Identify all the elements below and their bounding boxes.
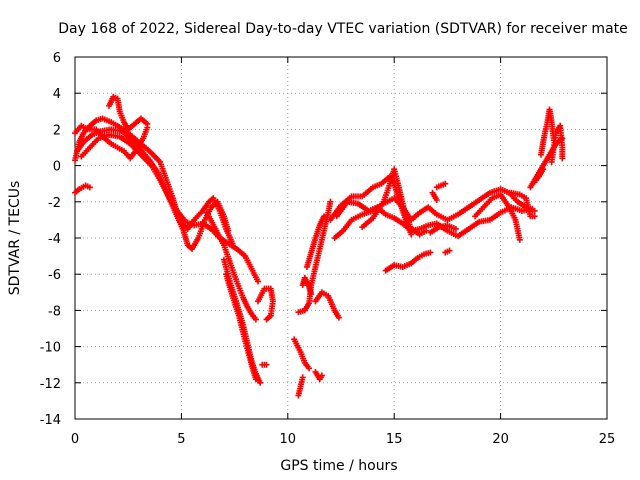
y-tick-label: 4 [53, 87, 61, 102]
y-tick-label: 2 [53, 123, 61, 138]
data-point [86, 184, 93, 191]
data-point [335, 314, 342, 321]
data-point [327, 198, 334, 205]
y-tick-label: -6 [48, 268, 61, 283]
y-tick-label: -10 [40, 341, 61, 356]
data-point [144, 120, 151, 127]
data-point [252, 376, 259, 383]
data-point [257, 379, 264, 386]
data-point [263, 361, 270, 368]
data-point [320, 213, 327, 220]
data-point [299, 374, 306, 381]
data-point [423, 227, 430, 234]
data-point [225, 227, 232, 234]
x-tick-label: 20 [492, 432, 509, 447]
y-tick-label: -2 [48, 196, 61, 211]
y-tick-label: -4 [48, 232, 61, 247]
data-point [427, 249, 434, 256]
data-point [446, 247, 453, 254]
y-axis-label: SDTVAR / TECUs [7, 181, 23, 296]
x-axis-label: GPS time / hours [280, 458, 397, 474]
data-point [442, 180, 449, 187]
y-tick-label: -8 [48, 304, 61, 319]
x-tick-label: 15 [386, 432, 403, 447]
data-point [263, 316, 270, 323]
y-tick-label: 0 [53, 160, 61, 175]
x-tick-label: 25 [599, 432, 616, 447]
data-point [452, 225, 459, 232]
data-point [559, 155, 566, 162]
x-tick-label: 0 [71, 432, 79, 447]
x-tick-label: 10 [280, 432, 297, 447]
x-axis-ticks: 0 5 10 15 20 25 [71, 57, 615, 447]
chart-title: Day 168 of 2022, Sidereal Day-to-day VTE… [58, 21, 628, 37]
data-point [531, 207, 538, 214]
y-tick-label: -14 [40, 413, 61, 428]
data-point [516, 236, 523, 243]
data-points [72, 93, 566, 399]
data-point [255, 278, 262, 285]
data-point [540, 166, 547, 173]
data-point [531, 213, 538, 220]
y-tick-label: 6 [53, 51, 61, 66]
data-point [252, 316, 259, 323]
data-point [318, 372, 325, 379]
y-axis-ticks: -14 -12 -10 -8 -6 -4 -2 0 2 4 6 [40, 51, 607, 428]
y-tick-label: -12 [40, 377, 61, 392]
data-point [306, 365, 313, 372]
data-point [433, 196, 440, 203]
grid-lines [75, 57, 607, 419]
x-tick-label: 5 [177, 432, 185, 447]
data-point [308, 291, 315, 298]
